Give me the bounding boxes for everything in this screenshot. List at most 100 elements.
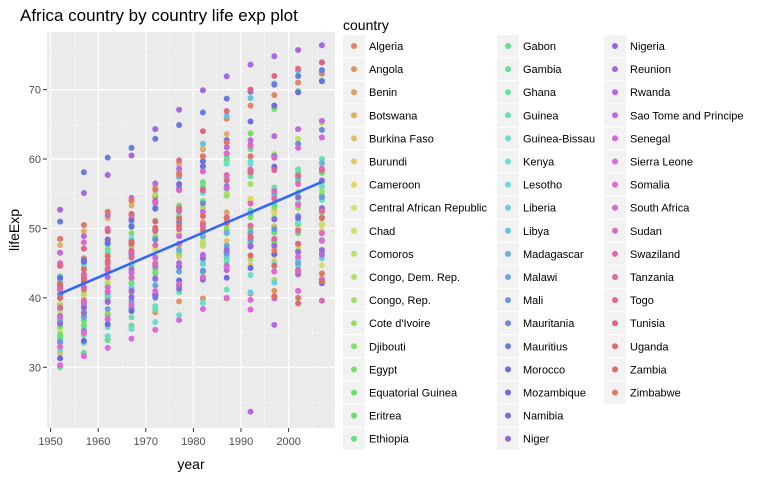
data-point bbox=[223, 263, 230, 270]
data-point bbox=[271, 53, 278, 60]
data-point bbox=[128, 280, 135, 287]
data-point bbox=[271, 133, 278, 140]
legend-key-dot bbox=[351, 204, 357, 211]
data-point bbox=[318, 251, 325, 258]
data-point bbox=[223, 108, 230, 115]
data-point bbox=[152, 186, 159, 193]
x-axis-title: year bbox=[177, 456, 205, 472]
legend-label: Egypt bbox=[369, 364, 397, 376]
data-point bbox=[295, 140, 302, 147]
data-point bbox=[80, 228, 87, 235]
legend-label: Libya bbox=[523, 226, 550, 238]
data-point bbox=[295, 135, 302, 142]
data-point bbox=[128, 335, 135, 342]
data-point bbox=[128, 274, 135, 281]
legend-label: Tunisia bbox=[630, 318, 666, 330]
legend-key-dot bbox=[505, 274, 511, 280]
data-point bbox=[318, 262, 325, 269]
data-point bbox=[199, 305, 206, 312]
legend-key-dot bbox=[505, 320, 511, 327]
data-point bbox=[247, 271, 254, 278]
data-point bbox=[271, 321, 278, 328]
data-point bbox=[247, 265, 254, 272]
data-point bbox=[152, 270, 159, 277]
data-point bbox=[223, 73, 230, 80]
data-point bbox=[247, 229, 254, 236]
data-point bbox=[176, 205, 183, 212]
legend-label: Niger bbox=[523, 434, 550, 446]
legend-label: Botswana bbox=[369, 110, 418, 122]
data-point bbox=[295, 181, 302, 188]
data-point bbox=[318, 78, 325, 85]
data-point bbox=[199, 168, 206, 175]
legend-key-dot bbox=[351, 158, 357, 165]
data-point bbox=[57, 274, 64, 281]
legend-key-dot bbox=[505, 227, 511, 234]
legend-label: Congo, Rep. bbox=[369, 295, 431, 307]
data-point bbox=[223, 177, 230, 184]
data-point bbox=[247, 102, 254, 109]
data-point bbox=[128, 314, 135, 321]
legend-label: Liberia bbox=[523, 203, 557, 215]
x-tick-label: 2000 bbox=[276, 436, 300, 448]
legend-label: Burundi bbox=[369, 157, 407, 169]
data-point bbox=[199, 187, 206, 194]
data-point bbox=[152, 180, 159, 187]
data-point bbox=[295, 287, 302, 294]
legend-label: Lesotho bbox=[523, 180, 562, 192]
legend-key-dot bbox=[351, 320, 357, 327]
data-point bbox=[57, 262, 64, 269]
data-point bbox=[199, 200, 206, 207]
grid-lines bbox=[47, 32, 335, 428]
data-point bbox=[176, 281, 183, 288]
data-point bbox=[199, 109, 206, 116]
data-point bbox=[176, 285, 183, 292]
legend-label: Zimbabwe bbox=[630, 388, 681, 400]
data-point bbox=[152, 246, 159, 253]
data-point bbox=[295, 227, 302, 234]
x-tick-label: 1960 bbox=[86, 436, 110, 448]
data-point bbox=[199, 240, 206, 247]
data-point bbox=[152, 319, 159, 326]
legend-key-dot bbox=[612, 320, 618, 327]
x-tick-label: 1950 bbox=[38, 436, 62, 448]
data-point bbox=[247, 181, 254, 188]
data-point bbox=[318, 194, 325, 201]
x-tick-label: 1970 bbox=[134, 436, 158, 448]
data-point bbox=[104, 258, 111, 265]
data-point bbox=[80, 304, 87, 311]
data-point bbox=[104, 321, 111, 328]
data-point bbox=[57, 218, 64, 225]
data-point bbox=[199, 295, 206, 302]
data-point bbox=[128, 210, 135, 217]
data-point bbox=[271, 279, 278, 286]
legend-key-dot bbox=[612, 389, 618, 396]
legend-key-dot bbox=[505, 297, 511, 304]
legend-key-dot bbox=[612, 297, 618, 304]
data-point bbox=[199, 140, 206, 147]
legend-label: Congo, Dem. Rep. bbox=[369, 272, 460, 284]
data-point bbox=[80, 239, 87, 246]
legend-label: Zambia bbox=[630, 364, 668, 376]
data-point bbox=[295, 89, 302, 96]
legend-label: Madagascar bbox=[523, 249, 584, 261]
legend-key-dot bbox=[505, 135, 511, 142]
data-point bbox=[80, 322, 87, 329]
legend-key-dot bbox=[612, 227, 618, 234]
data-point bbox=[271, 154, 278, 161]
data-point bbox=[128, 223, 135, 230]
legend-label: Morocco bbox=[523, 364, 565, 376]
data-point bbox=[152, 191, 159, 198]
data-point bbox=[247, 173, 254, 180]
legend-key-dot bbox=[612, 343, 618, 350]
data-point bbox=[80, 258, 87, 265]
data-point bbox=[80, 169, 87, 176]
legend-label: Sudan bbox=[630, 226, 662, 238]
legend-label: Mozambique bbox=[523, 388, 586, 400]
data-point bbox=[199, 208, 206, 215]
data-point bbox=[295, 47, 302, 54]
data-point bbox=[223, 242, 230, 249]
data-point bbox=[104, 288, 111, 295]
data-point bbox=[318, 167, 325, 174]
legend-key-dot bbox=[505, 43, 511, 49]
